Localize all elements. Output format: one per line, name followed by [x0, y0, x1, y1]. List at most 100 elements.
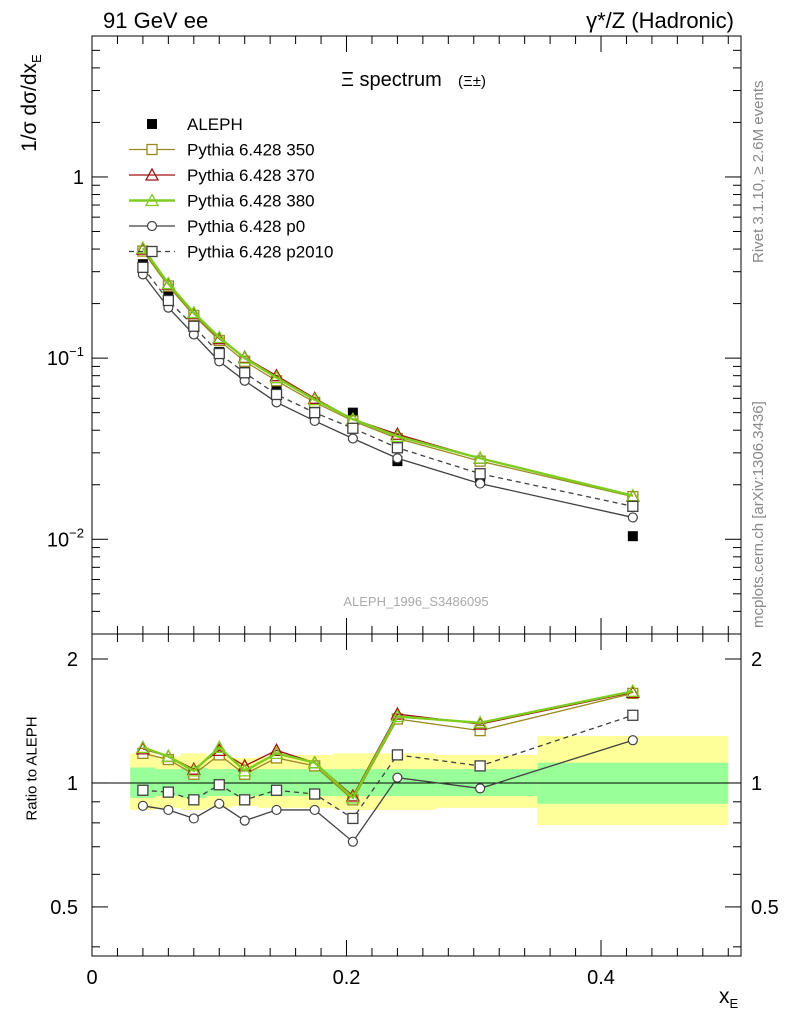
- side-label-rivet: Rivet 3.1.10, ≥ 2.6M events: [750, 81, 767, 264]
- upper-data-point: [391, 442, 404, 454]
- upper-series-line: [142, 250, 633, 498]
- upper-series-line: [141, 247, 634, 497]
- ratio-series-2: [135, 683, 640, 804]
- x-tick-label: 0.2: [333, 967, 361, 989]
- ratio-data-point: [391, 749, 404, 761]
- upper-series-line: [142, 273, 633, 519]
- ratio-data-point: [474, 760, 486, 772]
- ratio-data-point: [269, 745, 284, 760]
- upper-data-point: [473, 450, 488, 464]
- y-tick-label-exponent: −1: [69, 344, 84, 359]
- ratio-data-point: [269, 742, 284, 757]
- upper-data-point: [162, 294, 175, 307]
- x-axis-label: xE: [719, 985, 739, 1012]
- upper-data-point: [186, 305, 201, 319]
- legend-label: Pythia 6.428 380: [187, 192, 315, 211]
- ratio-data-point: [163, 804, 174, 816]
- upper-series-3: [135, 240, 640, 502]
- ratio-data-point: [627, 709, 639, 721]
- y-tick-label-exponent: −2: [69, 525, 84, 540]
- upper-data-point: [475, 478, 486, 489]
- series-layer: [135, 240, 640, 847]
- watermark: ALEPH_1996_S3486095: [343, 594, 488, 609]
- ratio-data-point: [161, 749, 176, 763]
- y-tick-label-upper: 1: [73, 167, 84, 189]
- ratio-data-point: [625, 683, 640, 697]
- legend-label: Pythia 6.428 p0: [187, 217, 305, 236]
- ratio-data-point: [392, 772, 403, 783]
- ratio-series-line: [142, 690, 634, 800]
- y-tick-label-lower: 0.5: [50, 897, 78, 919]
- upper-series-0: [137, 259, 638, 542]
- ratio-data-point: [186, 763, 201, 777]
- upper-data-point: [161, 276, 176, 290]
- ratio-data-point: [270, 784, 283, 796]
- y-tick-label-upper: 10−1: [47, 344, 84, 370]
- ratio-data-point: [475, 783, 486, 794]
- axes-layer: 10−2 10−1 1 0.5 0.5 1 1 2 2 0 0.2 0.4: [47, 35, 779, 989]
- upper-data-point: [188, 320, 200, 332]
- plot-title: Ξ spectrum: [341, 69, 442, 91]
- upper-data-point: [347, 433, 358, 444]
- upper-series-line: [142, 248, 633, 497]
- y-tick-label-lower: 2: [67, 649, 78, 671]
- y-tick-label-lower-right: 0.5: [751, 897, 779, 919]
- ratio-data-point: [271, 804, 282, 816]
- ratio-data-point: [135, 740, 150, 754]
- ratio-data-point: [239, 794, 251, 806]
- upper-series-4: [137, 269, 638, 523]
- ratio-data-point: [137, 800, 149, 811]
- legend: ALEPH Pythia 6.428 350 Pythia 6.428 370 Pyt…: [129, 115, 334, 262]
- upper-data-point: [307, 392, 322, 406]
- ratio-data-point: [137, 784, 149, 796]
- upper-data-point: [135, 240, 150, 254]
- ratio-series-4: [137, 709, 639, 825]
- plot-title-suffix: (Ξ±): [458, 73, 486, 90]
- ratio-data-point: [188, 794, 200, 806]
- ratio-data-point: [473, 715, 488, 729]
- upper-data-point: [627, 531, 638, 542]
- upper-series-line: [142, 266, 633, 507]
- legend-marker: [146, 245, 158, 258]
- legend-marker: [144, 167, 160, 181]
- ratio-data-point: [309, 788, 321, 800]
- upper-series-1: [137, 245, 639, 503]
- upper-data-point: [474, 468, 486, 480]
- upper-data-point: [627, 512, 638, 523]
- ratio-data-point: [188, 813, 199, 824]
- upper-data-point: [390, 428, 405, 442]
- upper-data-point: [270, 388, 283, 401]
- upper-data-point: [237, 350, 252, 364]
- upper-data-point: [309, 407, 321, 419]
- legend-marker: [146, 220, 158, 232]
- header-left-label: 91 GeV ee: [103, 8, 209, 33]
- legend-label: ALEPH: [187, 115, 243, 134]
- upper-series-5: [137, 261, 639, 512]
- ratio-data-point: [347, 836, 358, 847]
- side-label-mcplots: mcplots.cern.ch [arXiv:1306.3436]: [750, 401, 767, 628]
- ratio-data-point: [237, 763, 252, 777]
- lower-panel-frame: [91, 633, 742, 957]
- ratio-data-point: [214, 798, 225, 809]
- x-tick-label: 0: [86, 967, 97, 989]
- legend-label: Pythia 6.428 350: [187, 141, 315, 160]
- upper-data-point: [213, 347, 225, 360]
- y-axis-label-upper: 1/σ dσ/dxE: [17, 54, 45, 152]
- upper-data-point: [390, 426, 405, 440]
- upper-data-point: [347, 422, 359, 434]
- legend-marker: [144, 193, 160, 207]
- upper-data-point: [239, 367, 251, 379]
- legend-marker: [146, 143, 158, 156]
- y-tick-label-lower-right: 2: [751, 649, 762, 671]
- upper-data-point: [627, 500, 639, 512]
- upper-series-2: [135, 241, 640, 502]
- ratio-data-point: [627, 735, 638, 746]
- y-tick-label-lower-right: 1: [751, 773, 762, 795]
- legend-label: Pythia 6.428 p2010: [187, 243, 334, 262]
- legend-marker: [147, 119, 157, 129]
- y-axis-label-lower: Ratio to ALEPH: [23, 716, 41, 821]
- ratio-data-point: [347, 812, 359, 825]
- ratio-data-point: [390, 706, 405, 720]
- ratio-data-point: [390, 709, 405, 723]
